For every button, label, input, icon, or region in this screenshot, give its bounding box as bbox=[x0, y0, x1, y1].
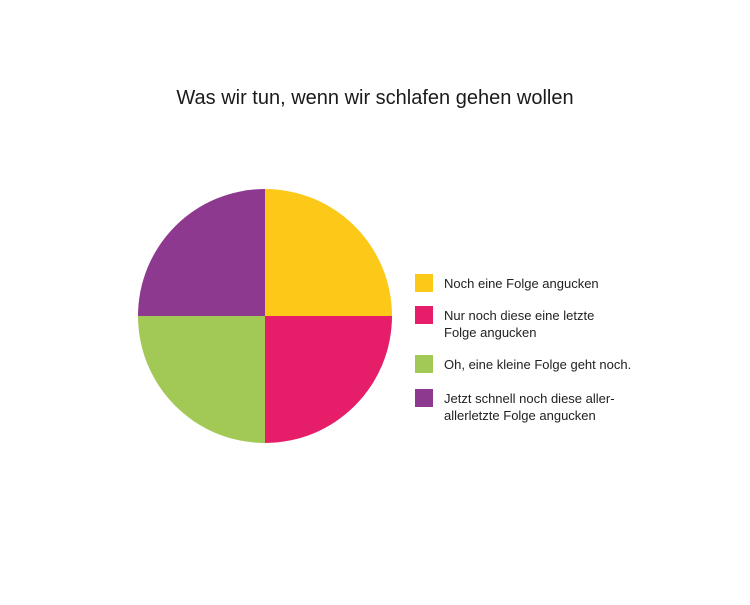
legend-label: Nur noch diese eine letzte Folge angucke… bbox=[444, 308, 595, 340]
legend-swatch bbox=[415, 274, 433, 292]
legend-label: Oh, eine kleine Folge geht noch. bbox=[444, 357, 632, 372]
legend-item: Noch eine Folge angucken bbox=[415, 274, 644, 292]
legend-item: Nur noch diese eine letzte Folge angucke… bbox=[415, 306, 609, 341]
legend-label: Noch eine Folge angucken bbox=[444, 276, 599, 291]
legend-item: Oh, eine kleine Folge geht noch. bbox=[415, 355, 644, 373]
pie-slice bbox=[138, 189, 265, 316]
pie-slice bbox=[138, 316, 265, 443]
legend-swatch bbox=[415, 306, 433, 324]
legend-label: Jetzt schnell noch diese aller-allerletz… bbox=[444, 391, 615, 423]
legend-swatch bbox=[415, 355, 433, 373]
pie-slice bbox=[265, 189, 392, 316]
legend-swatch bbox=[415, 389, 433, 407]
chart-title: Was wir tun, wenn wir schlafen gehen wol… bbox=[176, 87, 573, 109]
pie-slice bbox=[265, 316, 392, 443]
legend-item: Jetzt schnell noch diese aller-allerletz… bbox=[415, 389, 619, 424]
